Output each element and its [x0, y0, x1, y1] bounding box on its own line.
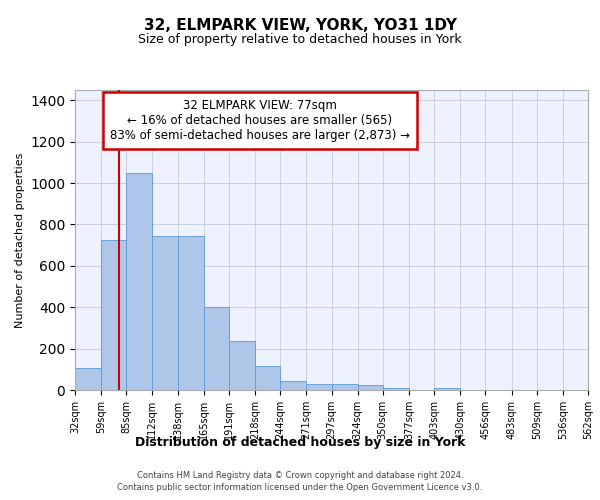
Bar	[434, 388, 460, 390]
Bar	[255, 366, 280, 390]
Bar	[75, 368, 101, 390]
Bar	[152, 236, 178, 390]
Bar	[101, 240, 127, 390]
Bar	[178, 236, 204, 390]
Text: Distribution of detached houses by size in York: Distribution of detached houses by size …	[135, 436, 465, 449]
Text: Size of property relative to detached houses in York: Size of property relative to detached ho…	[138, 32, 462, 46]
Y-axis label: Number of detached properties: Number of detached properties	[14, 152, 25, 328]
Bar	[127, 173, 152, 390]
Text: 32 ELMPARK VIEW: 77sqm
← 16% of detached houses are smaller (565)
83% of semi-de: 32 ELMPARK VIEW: 77sqm ← 16% of detached…	[110, 99, 410, 142]
Text: Contains HM Land Registry data © Crown copyright and database right 2024.: Contains HM Land Registry data © Crown c…	[137, 472, 463, 480]
Bar	[331, 384, 358, 390]
Bar	[229, 342, 255, 390]
Text: Contains public sector information licensed under the Open Government Licence v3: Contains public sector information licen…	[118, 483, 482, 492]
Bar	[280, 380, 307, 390]
Bar	[383, 388, 409, 390]
Text: 32, ELMPARK VIEW, YORK, YO31 1DY: 32, ELMPARK VIEW, YORK, YO31 1DY	[143, 18, 457, 32]
Bar	[204, 307, 229, 390]
Bar	[307, 384, 331, 390]
Bar	[358, 386, 383, 390]
